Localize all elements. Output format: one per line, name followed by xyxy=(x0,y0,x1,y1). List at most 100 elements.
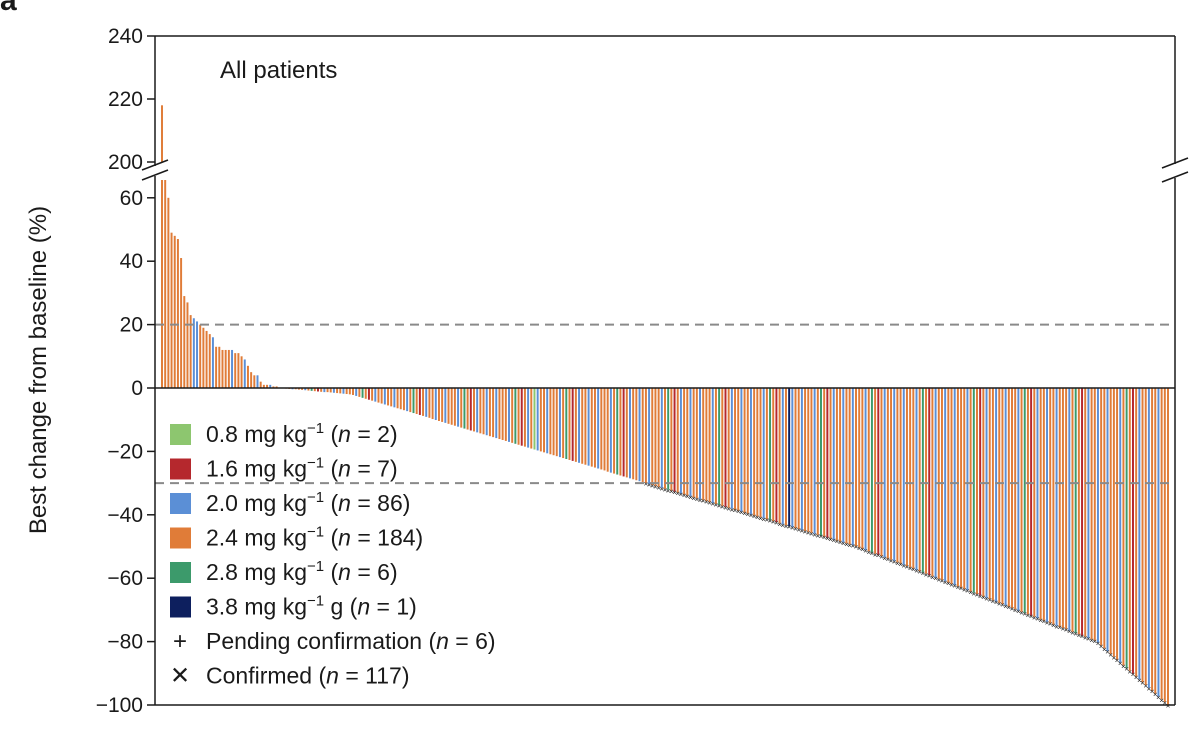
y-tick-label: −60 xyxy=(107,567,143,590)
confirmed-marker: ✕ xyxy=(726,507,731,513)
confirmed-marker: ✕ xyxy=(710,502,715,508)
bar xyxy=(1033,388,1036,617)
confirmed-marker: ✕ xyxy=(803,530,808,536)
bar xyxy=(765,388,768,520)
bar xyxy=(960,388,963,588)
bar xyxy=(842,388,845,543)
confirmed-marker: ✕ xyxy=(1022,612,1027,618)
confirmed-marker: ✕ xyxy=(1105,650,1110,656)
bar xyxy=(361,388,364,398)
y-tick-label: 220 xyxy=(108,88,143,111)
bar xyxy=(266,384,269,388)
bar xyxy=(447,388,450,424)
bar xyxy=(1125,388,1128,669)
bar xyxy=(807,388,810,532)
confirmed-marker: ✕ xyxy=(1003,604,1008,610)
bar xyxy=(800,388,803,531)
bar xyxy=(781,388,784,525)
bar xyxy=(985,388,988,598)
bar xyxy=(635,388,638,481)
confirmed-marker: ✕ xyxy=(974,593,979,599)
confirmed-marker: ✕ xyxy=(822,536,827,542)
legend-label: 3.8 mg kg−1 g (n = 1) xyxy=(206,593,417,620)
confirmed-marker: ✕ xyxy=(1000,603,1005,609)
bar xyxy=(161,180,163,388)
bar xyxy=(864,388,867,550)
confirmed-marker: ✕ xyxy=(745,513,750,519)
bar xyxy=(199,324,202,388)
bar xyxy=(648,388,651,485)
confirmed-marker: ✕ xyxy=(656,486,661,492)
confirmed-marker: ✕ xyxy=(799,529,804,535)
bar xyxy=(609,388,612,473)
bar xyxy=(724,388,727,507)
confirmed-marker: ✕ xyxy=(987,598,992,604)
bar xyxy=(234,353,237,388)
y-tick-label: 20 xyxy=(120,314,143,337)
bar xyxy=(425,388,428,417)
confirmed-marker: ✕ xyxy=(796,528,801,534)
bar xyxy=(231,349,234,388)
confirmed-marker: ✕ xyxy=(764,518,769,524)
bar xyxy=(192,318,195,388)
confirmed-marker: ✕ xyxy=(1051,623,1056,629)
bar xyxy=(383,388,386,405)
bar xyxy=(692,388,695,498)
confirmed-marker: ✕ xyxy=(777,522,782,528)
confirmed-marker: ✕ xyxy=(847,543,852,549)
confirmed-marker: ✕ xyxy=(723,506,728,512)
bar xyxy=(625,388,628,478)
bar xyxy=(756,388,759,517)
confirmed-marker: ✕ xyxy=(1048,622,1053,628)
bar xyxy=(508,388,510,442)
y-tick-label: −20 xyxy=(107,440,143,463)
bar xyxy=(928,388,931,576)
bar xyxy=(390,388,393,407)
bar xyxy=(161,105,163,162)
bar xyxy=(358,388,361,397)
bar xyxy=(1131,388,1134,674)
confirmed-marker: ✕ xyxy=(653,485,658,491)
bar xyxy=(562,388,565,459)
confirmed-marker: ✕ xyxy=(860,548,865,554)
response-markers: ✕✕✕✕✕✕✕✕✕✕✕✕✕✕✕✕✕✕✕✕✕✕✕✕✕✕✕✕✕✕✕✕✕✕✕✕✕✕✕✕… xyxy=(643,482,1170,710)
confirmed-marker: ✕ xyxy=(828,538,833,544)
legend-marker-label: Confirmed (n = 117) xyxy=(206,663,410,689)
bar xyxy=(886,388,889,559)
legend-marker-label: Pending confirmation (n = 6) xyxy=(206,628,496,654)
confirmed-marker: ✕ xyxy=(720,505,725,511)
bar xyxy=(1077,388,1080,635)
legend-swatch xyxy=(170,562,191,583)
bar xyxy=(851,388,854,546)
bar xyxy=(1116,388,1119,660)
legend-swatch xyxy=(170,458,191,480)
bar xyxy=(902,388,905,565)
bar xyxy=(345,388,348,395)
bar xyxy=(925,388,928,574)
confirmed-marker: ✕ xyxy=(933,577,938,583)
bar xyxy=(418,388,421,415)
confirmed-marker: ✕ xyxy=(841,541,846,547)
confirmed-marker: ✕ xyxy=(1140,681,1145,687)
bar xyxy=(549,388,552,455)
confirmed-marker: ✕ xyxy=(768,519,773,525)
bar xyxy=(823,388,826,537)
confirmed-marker: ✕ xyxy=(863,549,868,555)
bar xyxy=(1065,388,1068,630)
bar xyxy=(371,388,374,401)
confirmed-marker: ✕ xyxy=(1115,659,1120,665)
bar xyxy=(1141,388,1144,683)
bar xyxy=(921,388,924,573)
bar xyxy=(861,388,864,549)
confirmed-marker: ✕ xyxy=(1165,704,1170,710)
confirmed-marker: ✕ xyxy=(793,527,798,533)
bar xyxy=(804,388,807,531)
confirmed-marker: ✕ xyxy=(748,513,753,519)
bar xyxy=(221,349,224,388)
bar xyxy=(253,375,256,388)
bar xyxy=(1147,388,1150,688)
bar xyxy=(587,388,590,466)
confirmed-marker: ✕ xyxy=(688,495,693,501)
bar xyxy=(1090,388,1093,640)
y-axis-label: Best change from baseline (%) xyxy=(25,206,52,534)
